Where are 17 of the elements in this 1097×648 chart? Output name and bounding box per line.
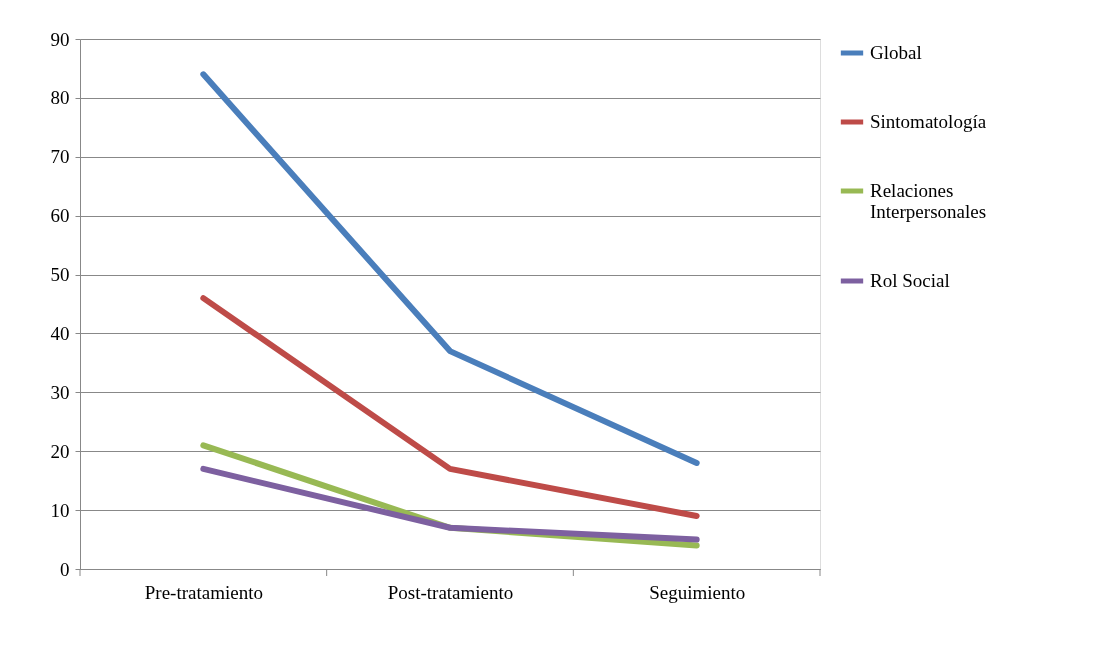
y-tick-label: 30 <box>50 381 70 403</box>
legend-label: Rol Social <box>870 270 950 291</box>
legend-label: Sintomatología <box>870 111 987 132</box>
y-tick-label: 70 <box>50 146 70 168</box>
y-tick-label: 20 <box>50 440 70 462</box>
y-tick-label: 10 <box>50 499 70 521</box>
y-tick-label: 60 <box>50 205 70 227</box>
x-tick-label: Pre-tratamiento <box>144 581 263 603</box>
y-tick-label: 0 <box>60 558 70 580</box>
legend-label: Relaciones Interpersonales <box>870 180 987 222</box>
y-tick-label: 50 <box>50 264 70 286</box>
x-tick-label: Post-tratamiento <box>387 581 514 603</box>
x-tick-label: Seguimiento <box>649 581 746 603</box>
y-tick-label: 80 <box>50 87 70 109</box>
y-tick-label: 40 <box>50 322 70 344</box>
y-tick-label: 90 <box>50 28 70 50</box>
legend-label: Global <box>870 42 922 63</box>
